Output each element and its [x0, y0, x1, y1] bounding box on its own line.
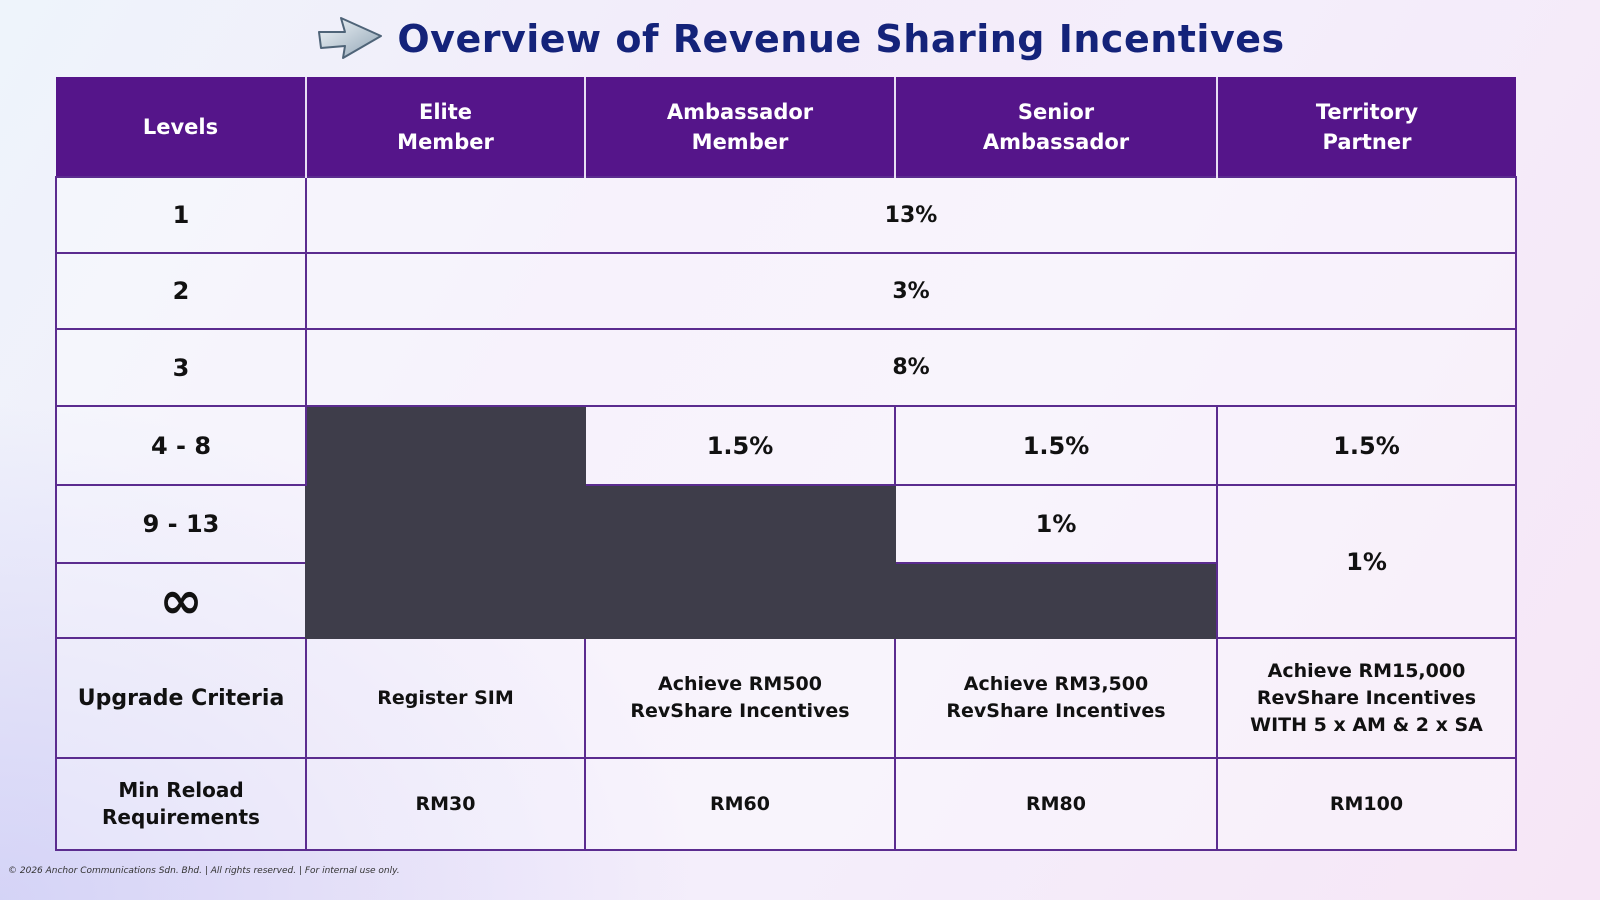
senior-not-applicable: [894, 562, 1218, 639]
table-row: Min Reload Requirements RM30 RM60 RM80 R…: [55, 757, 1517, 851]
incentives-table: Levels Elite Member Ambassador Member Se…: [55, 77, 1517, 851]
senior-9-13: 1%: [894, 484, 1218, 564]
level-label: 3: [55, 328, 307, 407]
table-row: 3 8%: [55, 328, 1517, 407]
level-label: 9 - 13: [55, 484, 307, 564]
level-3-value: 8%: [305, 328, 1517, 407]
arrow-right-icon: [318, 17, 383, 59]
table-row: 1 13%: [55, 176, 1517, 254]
reload-senior: RM80: [894, 757, 1218, 851]
territory-4-8: 1.5%: [1216, 405, 1517, 486]
table-row: Upgrade Criteria Register SIM Achieve RM…: [55, 637, 1517, 759]
senior-4-8: 1.5%: [894, 405, 1218, 486]
upgrade-elite: Register SIM: [305, 637, 586, 759]
level-1-value: 13%: [305, 176, 1517, 254]
elite-not-applicable: [305, 405, 586, 639]
upgrade-criteria-label: Upgrade Criteria: [55, 637, 307, 759]
level-label: 4 - 8: [55, 405, 307, 486]
ambassador-4-8: 1.5%: [584, 405, 896, 486]
infinity-level: ∞: [55, 562, 307, 639]
copyright-footer: © 2026 Anchor Communications Sdn. Bhd. |…: [8, 866, 400, 876]
table-row: ∞: [55, 562, 1516, 639]
upgrade-territory: Achieve RM15,000 RevShare Incentives WIT…: [1216, 637, 1517, 759]
table-row: 9 - 13 1% 1%: [55, 484, 1517, 639]
upgrade-senior: Achieve RM3,500 RevShare Incentives: [894, 637, 1218, 759]
reload-elite: RM30: [305, 757, 586, 851]
reload-ambassador: RM60: [584, 757, 896, 851]
territory-9-plus: 1%: [1216, 484, 1517, 639]
upgrade-ambassador: Achieve RM500 RevShare Incentives: [584, 637, 896, 759]
reload-territory: RM100: [1216, 757, 1517, 851]
level-2-value: 3%: [305, 252, 1517, 330]
header-senior: Senior Ambassador: [894, 77, 1218, 177]
title-bar: Overview of Revenue Sharing Incentives: [0, 14, 1600, 64]
header-ambassador: Ambassador Member: [584, 77, 896, 177]
header-elite: Elite Member: [305, 77, 586, 177]
table-row: 4 - 8 1.5% 1.5% 1.5%: [55, 405, 1517, 639]
level-label: 2: [55, 252, 307, 330]
table-row: 2 3%: [55, 252, 1517, 330]
page-title: Overview of Revenue Sharing Incentives: [397, 17, 1285, 61]
level-label: 1: [55, 176, 307, 254]
header-levels: Levels: [56, 77, 307, 177]
ambassador-not-applicable: [584, 484, 896, 639]
header-row: Levels Elite Member Ambassador Member Se…: [56, 77, 1516, 177]
header-territory: Territory Partner: [1216, 77, 1516, 177]
min-reload-label: Min Reload Requirements: [55, 757, 307, 851]
